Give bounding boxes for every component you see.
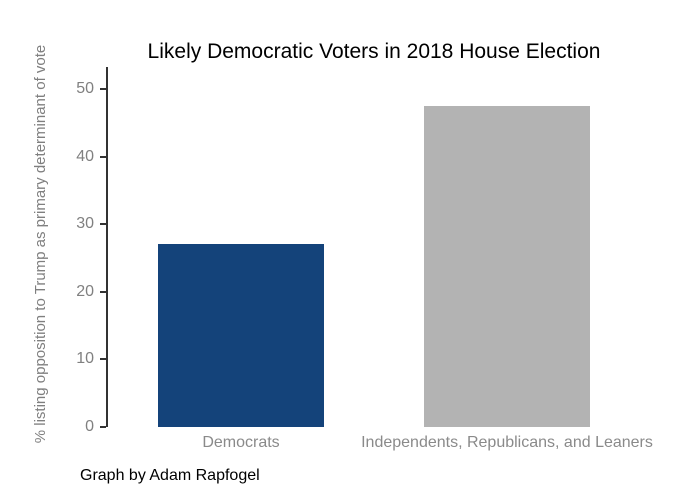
y-tick-label-10: 10	[76, 350, 94, 368]
y-tick-mark-20	[100, 290, 106, 293]
chart-title: Likely Democratic Voters in 2018 House E…	[147, 40, 601, 63]
y-tick-mark-40	[100, 155, 106, 158]
x-axis-labels: Democrats Independents, Republicans, and …	[108, 434, 653, 456]
y-tick-label-50: 50	[76, 80, 94, 97]
y-tick-mark-50	[100, 88, 106, 90]
y-axis-title: % listing opposition to Trump as primary…	[32, 44, 49, 444]
bar-democrats	[158, 244, 324, 427]
y-tick-label-40: 40	[76, 147, 94, 165]
x-label-independents-republicans-and-leaners: Independents, Republicans, and Leaners	[361, 434, 653, 451]
x-label-democrats: Democrats	[202, 434, 280, 451]
y-tick-label-0: 0	[85, 418, 94, 435]
y-tick-label-30: 30	[76, 215, 94, 233]
y-tick-mark-10	[100, 358, 106, 361]
plot-area: 0 10 20 30 40 50	[76, 67, 640, 435]
y-tick-mark-0	[100, 426, 106, 428]
y-tick-label-20: 20	[76, 282, 94, 300]
chart-caption: Graph by Adam Rapfogel	[80, 467, 260, 484]
bar-independents-republicans-and-leaners	[424, 105, 590, 427]
y-tick-mark-30	[100, 223, 106, 226]
y-axis-line	[106, 67, 108, 427]
